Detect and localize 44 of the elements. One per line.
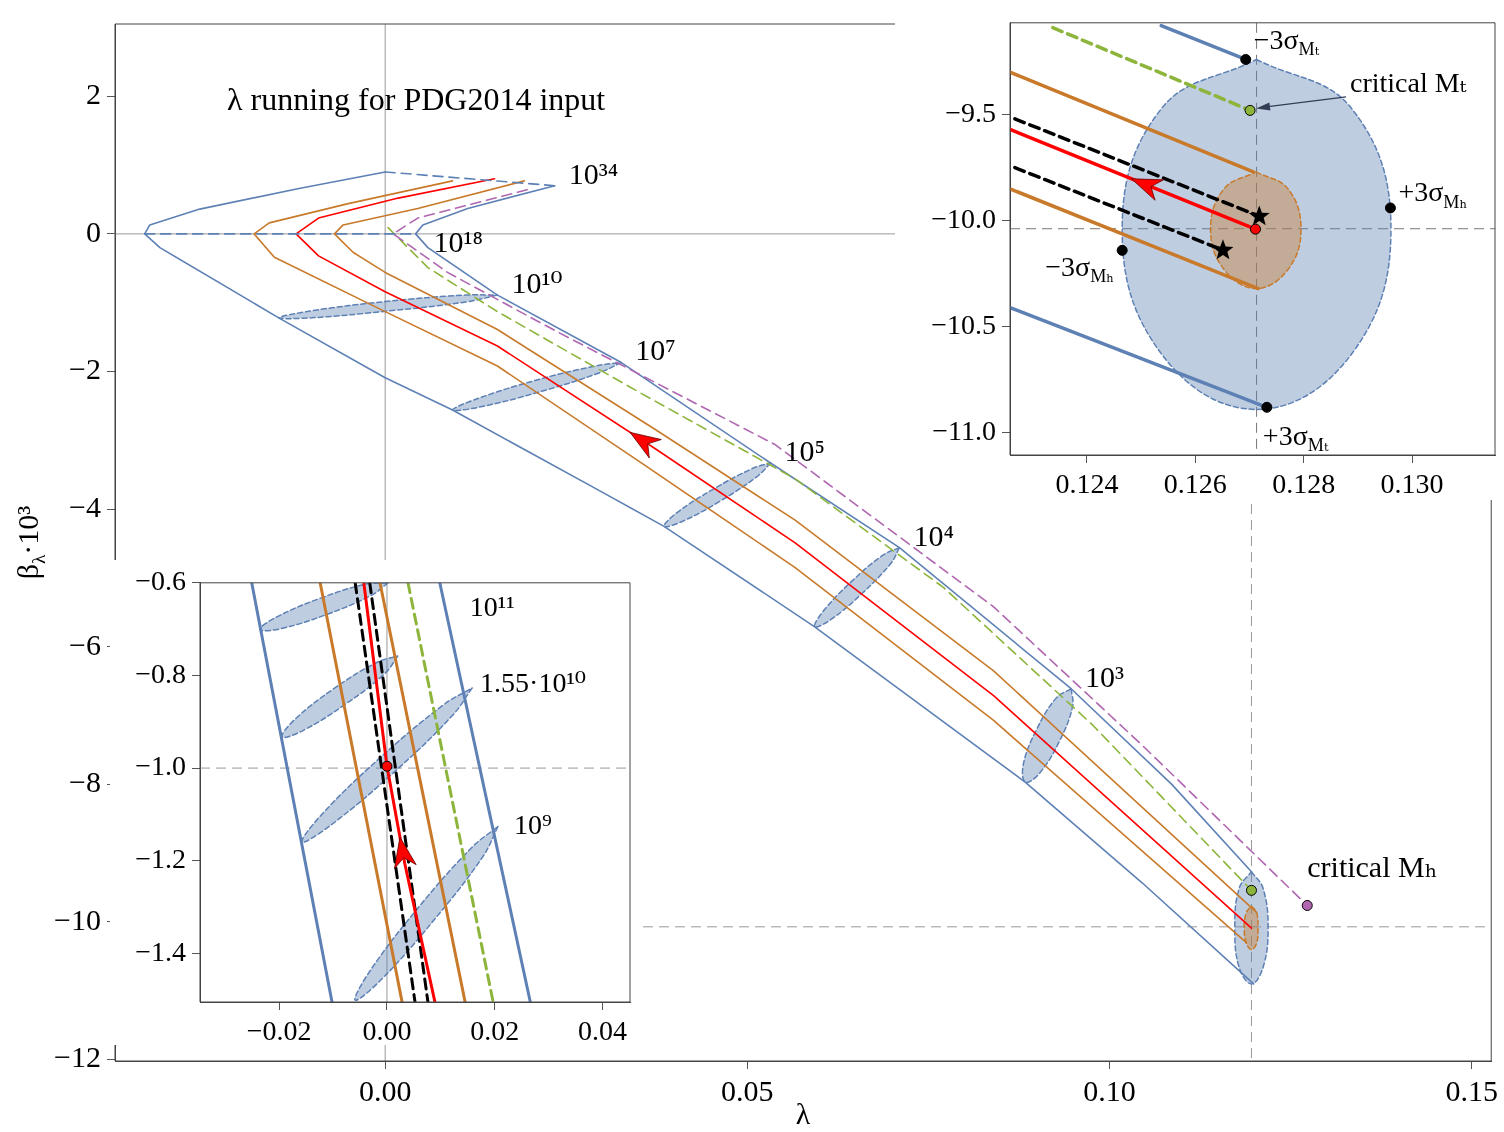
annotation: 10⁹ — [513, 808, 552, 840]
x-tick-label: 0.10 — [1083, 1073, 1136, 1107]
y-tick-label: −8 — [69, 765, 101, 799]
y-tick-label: −12 — [54, 1040, 101, 1074]
y-tick-label: −9.5 — [945, 96, 996, 128]
y-tick-label: −4 — [69, 490, 101, 523]
annotation: 10¹⁰ — [511, 266, 563, 299]
x-tick-label: 0.128 — [1272, 468, 1336, 500]
y-tick-label: −10.5 — [931, 309, 996, 341]
annotation: 10⁷ — [635, 333, 676, 367]
annotation: 10³⁴ — [568, 156, 619, 190]
x-tick-label: 0.15 — [1445, 1073, 1498, 1107]
annotation: 1.55·10¹⁰ — [480, 667, 587, 699]
y-tick-label: −6 — [69, 627, 101, 661]
y-tick-label: −10 — [54, 902, 101, 936]
y-tick-label: −1.0 — [135, 750, 186, 782]
x-tick-label: −0.02 — [246, 1015, 312, 1047]
y-tick-label: −11.0 — [932, 415, 996, 447]
x-axis-title: λ — [795, 1096, 811, 1130]
x-tick-label: 0.124 — [1055, 468, 1119, 500]
x-tick-label: 0.00 — [358, 1073, 412, 1107]
y-tick-label: 2 — [86, 77, 101, 111]
x-tick-label: 0.130 — [1380, 468, 1444, 500]
y-tick-label: −1.4 — [135, 935, 186, 967]
annotation: critical Mₜ — [1350, 67, 1467, 99]
annotation: 10³ — [1085, 659, 1125, 693]
x-tick-label: 0.05 — [721, 1073, 774, 1107]
x-tick-label: 0.00 — [362, 1015, 412, 1047]
annotation: 10⁴ — [913, 518, 954, 552]
y-tick-label: −1.2 — [135, 843, 186, 875]
annotation: 10¹¹ — [469, 591, 515, 623]
annotation: 10⁵ — [784, 433, 825, 467]
y-axis-title: βλ·10³ — [10, 505, 49, 580]
annotation: 10¹⁸ — [433, 224, 484, 258]
y-tick-label: −0.6 — [135, 565, 186, 597]
text: λ running for PDG2014 input — [227, 81, 606, 118]
x-tick-label: 0.126 — [1163, 468, 1227, 500]
y-tick-label: −2 — [69, 352, 101, 386]
y-tick-label: −10.0 — [931, 203, 996, 235]
y-tick-label: −0.8 — [135, 657, 186, 689]
annotation: critical Mₕ — [1307, 850, 1438, 884]
y-tick-label: 0 — [86, 214, 101, 248]
x-tick-label: 0.04 — [578, 1015, 628, 1047]
x-tick-label: 0.02 — [470, 1015, 520, 1047]
